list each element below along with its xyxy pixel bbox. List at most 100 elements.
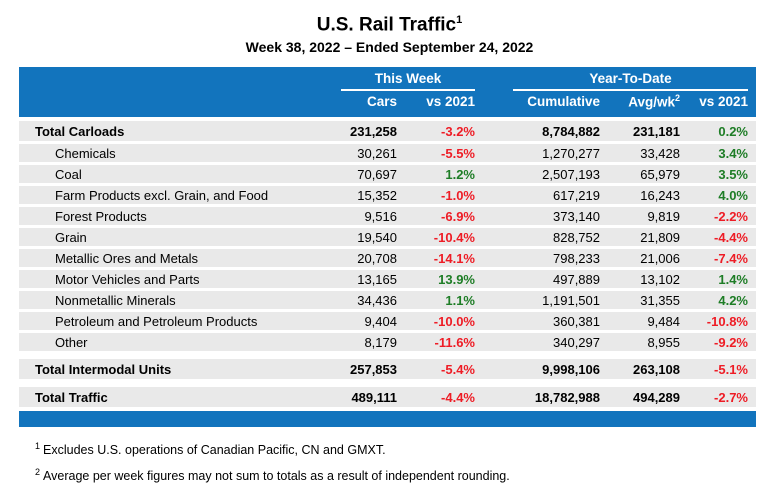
page-title: U.S. Rail Traffic1 [0,0,779,36]
table-row: Chemicals 30,261 -5.5% 1,270,277 33,428 3.4% [19,144,756,162]
ytd-vs-2021-value: 1.4% [718,271,748,287]
cumulative-value: 1,191,501 [542,292,600,308]
week-vs-2021-value: -10.0% [433,313,475,329]
avg-wk-value: 9,484 [647,313,680,329]
table-row: Total Carloads 231,258 -3.2% 8,784,882 231,1… [19,121,756,141]
col-header-cars: Cars [366,93,397,109]
week-vs-2021-value: -11.6% [434,334,475,350]
avg-wk-value: 65,979 [640,166,680,182]
avg-wk-value: 21,809 [640,229,680,245]
table-body: Total Carloads 231,258 -3.2% 8,784,882 231,1… [19,121,756,407]
row-label: Petroleum and Petroleum Products [55,313,258,329]
row-label: Grain [55,229,87,245]
cumulative-value: 617,219 [553,187,600,203]
cars-value: 19,540 [357,229,397,245]
week-vs-2021-value: -4.4% [441,389,475,405]
avg-wk-value: 21,006 [640,250,680,266]
ytd-vs-2021-value: 3.4% [718,145,748,161]
ytd-vs-2021-value: 3.5% [718,166,748,182]
cars-value: 9,516 [364,208,397,224]
row-label: Motor Vehicles and Parts [55,271,200,287]
cars-value: 30,261 [357,145,397,161]
page-title-text: U.S. Rail Traffic [316,14,457,36]
week-vs-2021-value: 1.2% [445,166,475,182]
col-header-cumulative: Cumulative [527,93,600,109]
row-label: Chemicals [55,145,116,161]
cars-value: 257,853 [350,361,397,377]
col-header-week-vs-2021: vs 2021 [426,93,475,109]
cars-value: 13,165 [357,271,397,287]
footnote-2-text: Average per week figures may not sum to … [43,469,510,484]
week-vs-2021-value: -10.4% [433,229,475,245]
row-label: Farm Products excl. Grain, and Food [55,187,269,203]
footnote-1: 1 Excludes U.S. operations of Canadian Pa… [35,437,510,460]
footnotes: 1 Excludes U.S. operations of Canadian Pa… [35,434,510,486]
cumulative-value: 8,784,882 [542,123,600,139]
row-label: Total Carloads [35,123,125,139]
ytd-vs-2021-value: -7.4% [714,250,748,266]
table-row: Coal 70,697 1.2% 2,507,193 65,979 3.5% [19,165,756,183]
column-header-row: Cars vs 2021 Cumulative Avg/wk2 vs 2021 [19,91,756,112]
rail-traffic-table: This Week Year-To-Date Cars vs 2021 Cumu… [19,67,756,427]
table-row: Nonmetallic Minerals 34,436 1.1% 1,191,501 3… [19,291,756,309]
table-row: Other 8,179 -11.6% 340,297 8,955 -9.2% [19,333,756,351]
table-row: Metallic Ores and Metals 20,708 -14.1% 798,… [19,249,756,267]
group-header-year-to-date: Year-To-Date [477,71,756,91]
week-vs-2021-value: -5.5% [441,145,475,161]
avg-wk-value: 8,955 [647,334,680,350]
row-label: Other [55,334,88,350]
table-header: This Week Year-To-Date Cars vs 2021 Cumu… [19,67,756,117]
col-header-ytd-vs-2021: vs 2021 [699,93,748,109]
avg-wk-value: 494,289 [633,389,680,405]
ytd-vs-2021-value: 0.2% [718,123,748,139]
ytd-vs-2021-value: -2.7% [714,389,748,405]
cumulative-value: 360,381 [553,313,600,329]
row-label: Forest Products [55,208,147,224]
table-row: Grain 19,540 -10.4% 828,752 21,809 -4.4% [19,228,756,246]
ytd-vs-2021-value: -9.2% [714,334,748,350]
cumulative-value: 497,889 [553,271,600,287]
avg-wk-value: 9,819 [647,208,680,224]
col-header-avg-wk: Avg/wk2 [602,93,682,110]
table-footer-band [19,411,756,427]
avg-wk-value: 33,428 [640,145,680,161]
cumulative-value: 1,270,277 [542,145,600,161]
row-label: Total Intermodal Units [35,361,172,377]
cumulative-value: 9,998,106 [542,361,600,377]
table-row: Forest Products 9,516 -6.9% 373,140 9,819 -2.… [19,207,756,225]
cars-value: 8,179 [364,334,397,350]
group-header-this-week: This Week [309,71,477,91]
avg-wk-value: 263,108 [633,361,680,377]
cars-value: 231,258 [350,123,397,139]
table-row: Total Intermodal Units 257,853 -5.4% 9,998,… [19,359,756,379]
footnote-1-marker: 1 [35,441,41,451]
cars-value: 489,111 [351,389,397,405]
cumulative-value: 340,297 [553,334,600,350]
cumulative-value: 828,752 [553,229,600,245]
table-row: Motor Vehicles and Parts 13,165 13.9% 497,8… [19,270,756,288]
ytd-vs-2021-value: -2.2% [714,208,748,224]
col-header-avg-wk-text: Avg/wk [628,94,675,110]
cars-value: 70,697 [357,166,397,182]
ytd-vs-2021-value: -4.4% [714,229,748,245]
page-subtitle: Week 38, 2022 – Ended September 24, 2022 [245,39,534,56]
cars-value: 20,708 [357,250,397,266]
week-vs-2021-value: -14.1% [433,250,475,266]
table-row: Total Traffic 489,111 -4.4% 18,782,988 494,2… [19,387,756,407]
cars-value: 9,404 [364,313,397,329]
row-label: Metallic Ores and Metals [55,250,199,266]
ytd-vs-2021-value: 4.2% [718,292,748,308]
title-footnote-marker: 1 [456,14,463,26]
group-header-this-week-label: This Week [341,71,475,91]
cumulative-value: 18,782,988 [534,389,600,405]
week-vs-2021-value: -5.4% [441,361,475,377]
footnote-2: 2 Average per week figures may not sum to… [35,463,510,486]
cars-value: 34,436 [357,292,397,308]
ytd-vs-2021-value: -5.1% [714,361,748,377]
group-header-row: This Week Year-To-Date [19,67,756,91]
cars-value: 15,352 [357,187,397,203]
cumulative-value: 798,233 [553,250,600,266]
week-vs-2021-value: 1.1% [445,292,475,308]
avg-wk-value: 231,181 [633,123,680,139]
